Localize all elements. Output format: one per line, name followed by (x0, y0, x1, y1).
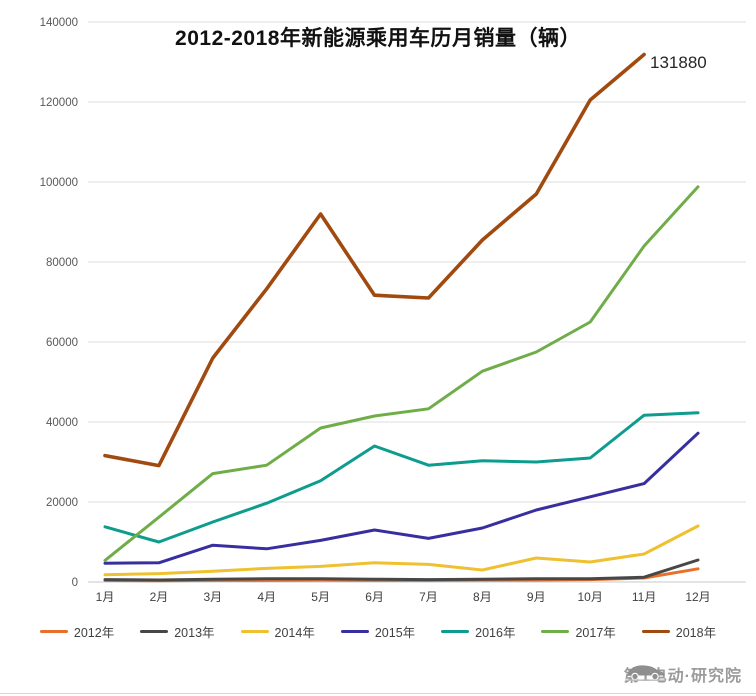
car-icon (624, 665, 665, 681)
series-lines (103, 52, 700, 583)
legend-swatch (39, 629, 68, 634)
series-line-2016年 (103, 411, 700, 544)
series-line-2015年 (103, 431, 700, 565)
series-line-2017年 (103, 185, 700, 562)
legend-swatch (641, 629, 670, 634)
x-tick-label-2: 2月 (150, 590, 169, 604)
x-tick-label-7: 7月 (419, 590, 438, 604)
y-tick-label: 20000 (46, 497, 78, 509)
legend-label: 2014年 (274, 626, 315, 640)
y-tick-label: 60000 (46, 337, 78, 349)
y-tick-label: 100000 (40, 177, 78, 189)
chart-legend: 2012年 2013年 2014年 2015年 2016年 2017年 2018年 (0, 622, 756, 641)
legend-label: 2012年 (73, 626, 115, 640)
gridlines (88, 21, 746, 583)
x-tick-label-12: 12月 (685, 590, 710, 604)
legend-label: 2015年 (374, 626, 416, 640)
watermark: 第1电动·研究院 (624, 662, 742, 686)
y-tick-label: 40000 (46, 417, 78, 429)
series-line-2018年 (103, 52, 646, 468)
x-tick-label-10: 10月 (578, 590, 603, 604)
legend-swatch (240, 629, 269, 634)
legend-swatch (140, 629, 169, 634)
legend-item-2018年: 2018年 (641, 622, 717, 641)
x-tick-label-5: 5月 (311, 590, 330, 604)
bottom-divider (0, 693, 756, 694)
x-axis-tick-labels: 1月 2月 3月 4月 5月 6月 7月 8月 9月 10月 11月 12月 (96, 590, 711, 604)
y-axis-tick-labels: 0 20000 40000 60000 80000 100000 120000 140000 (40, 17, 78, 589)
legend-swatch (441, 629, 470, 634)
y-tick-label: 80000 (46, 257, 78, 269)
legend-swatch (541, 629, 570, 634)
legend-label: 2017年 (575, 626, 616, 640)
legend-item-2015年: 2015年 (340, 622, 416, 641)
y-tick-label: 120000 (40, 97, 78, 109)
legend-item-2012年: 2012年 (39, 622, 115, 641)
line-chart: 020000400006000080000100000120000140000 … (40, 17, 746, 604)
x-tick-label-11: 11月 (632, 590, 656, 604)
legend-item-2016年: 2016年 (441, 622, 515, 641)
x-tick-label-1: 1月 (96, 590, 115, 604)
legend-swatch (340, 629, 369, 634)
x-tick-label-6: 6月 (365, 590, 384, 604)
y-tick-label: 140000 (40, 17, 78, 29)
x-tick-label-8: 8月 (473, 590, 492, 604)
x-tick-label-4: 4月 (257, 590, 276, 604)
legend-item-2013年: 2013年 (140, 622, 215, 641)
legend-label: 2016年 (475, 626, 516, 640)
chart-title: 2012-2018年新能源乘用车历月销量（辆） (175, 27, 581, 50)
legend-item-2017年: 2017年 (541, 622, 616, 641)
legend-label: 2018年 (675, 626, 717, 640)
legend-label: 2013年 (174, 626, 215, 640)
y-tick-label: 0 (72, 577, 78, 589)
legend-item-2014年: 2014年 (240, 622, 315, 641)
x-tick-label-9: 9月 (527, 590, 546, 604)
x-tick-label-3: 3月 (203, 590, 222, 604)
series-line-2013年 (103, 558, 700, 582)
series-line-2014年 (103, 524, 700, 577)
max-point-data-label: 131880 (650, 53, 707, 72)
